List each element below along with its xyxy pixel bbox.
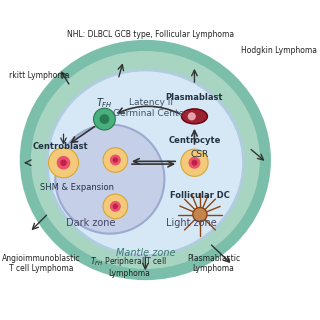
Ellipse shape — [181, 109, 207, 124]
Circle shape — [103, 148, 128, 172]
Text: Plasmablast: Plasmablast — [166, 93, 223, 102]
Text: SHM & Expansion: SHM & Expansion — [40, 183, 114, 192]
Circle shape — [103, 194, 128, 219]
Circle shape — [188, 112, 196, 120]
Text: Germinal Center: Germinal Center — [113, 109, 188, 118]
Ellipse shape — [55, 124, 164, 234]
Circle shape — [191, 160, 197, 166]
Text: Angioimmunoblastic
T cell Lymphoma: Angioimmunoblastic T cell Lymphoma — [2, 254, 81, 273]
Circle shape — [93, 108, 115, 130]
Circle shape — [113, 204, 118, 209]
Ellipse shape — [25, 45, 265, 275]
Text: Light zone: Light zone — [166, 218, 217, 228]
Text: CSR: CSR — [191, 150, 209, 159]
Circle shape — [110, 201, 121, 212]
Circle shape — [60, 159, 67, 166]
Text: NHL: DLBCL GCB type, Follicular Lymphoma: NHL: DLBCL GCB type, Follicular Lymphoma — [67, 30, 234, 39]
Circle shape — [193, 207, 207, 222]
Circle shape — [110, 155, 121, 165]
Text: Hodgkin Lymphoma: Hodgkin Lymphoma — [241, 46, 317, 55]
Circle shape — [49, 148, 78, 178]
Circle shape — [113, 157, 118, 163]
Circle shape — [181, 149, 208, 176]
Text: Dark zone: Dark zone — [66, 218, 116, 228]
Text: Centroblast: Centroblast — [33, 142, 89, 151]
Text: $T_{FH}$ Peripheral T cell
Lymphoma: $T_{FH}$ Peripheral T cell Lymphoma — [90, 255, 168, 278]
Text: $T_{FH}$: $T_{FH}$ — [96, 96, 113, 110]
Text: Centrocyte: Centrocyte — [168, 136, 221, 145]
Text: Plasmablastic
Lymphoma: Plasmablastic Lymphoma — [187, 254, 240, 273]
Text: rkitt Lymphoma: rkitt Lymphoma — [9, 71, 69, 80]
Circle shape — [100, 114, 109, 124]
Text: Latency II: Latency II — [129, 98, 173, 107]
Ellipse shape — [47, 70, 244, 255]
Circle shape — [188, 157, 200, 169]
Text: Follicular DC: Follicular DC — [170, 191, 230, 200]
Circle shape — [57, 156, 70, 170]
Text: Mantle zone: Mantle zone — [116, 248, 175, 258]
